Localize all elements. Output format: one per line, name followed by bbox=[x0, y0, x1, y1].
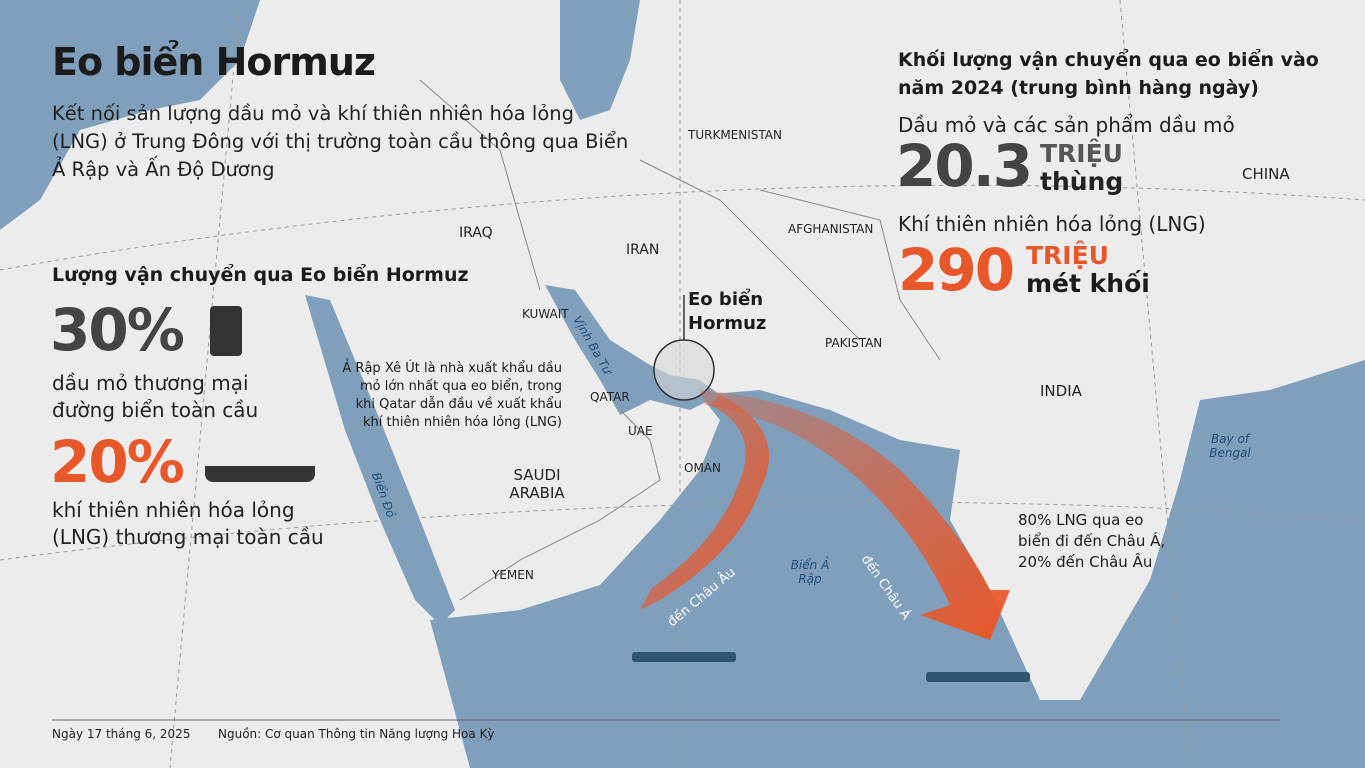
country-label: UAE bbox=[628, 424, 653, 438]
oil-barrel-icon bbox=[210, 306, 242, 356]
page-subtitle: Kết nối sản lượng dầu mỏ và khí thiên nh… bbox=[52, 102, 629, 181]
country-label: SAUDI ARABIA bbox=[509, 466, 565, 502]
country-label: KUWAIT bbox=[522, 307, 569, 321]
oil-description: dầu mỏ thương mại đường biển toàn cầu bbox=[52, 371, 259, 422]
left-heading: Lượng vận chuyển qua Eo biển Hormuz bbox=[52, 264, 469, 286]
water-label: Bay of Bengal bbox=[1209, 432, 1251, 460]
footer-source: Nguồn: Cơ quan Thông tin Năng lượng Hoa … bbox=[218, 727, 495, 741]
country-label: INDIA bbox=[1040, 382, 1082, 400]
tanker-ships bbox=[632, 652, 1030, 682]
arrow-asia bbox=[700, 390, 1010, 640]
country-label: PAKISTAN bbox=[825, 336, 883, 350]
saudi-note: Ả Rập Xê Út là nhà xuất khẩu dầu mỏ lớn … bbox=[342, 361, 562, 430]
lng-volume-unit: TRIỆU mét khối bbox=[1026, 241, 1150, 298]
country-label: QATAR bbox=[590, 390, 630, 404]
arrow-europe bbox=[640, 395, 769, 610]
country-label: OMAN bbox=[684, 461, 721, 475]
oil-percentage: 30% bbox=[50, 296, 185, 364]
country-label: YEMEN bbox=[492, 568, 534, 582]
page-title: Eo biển Hormuz bbox=[52, 40, 376, 84]
country-label: IRAN bbox=[626, 242, 660, 258]
oil-volume-unit: TRIỆU thùng bbox=[1040, 139, 1124, 196]
lng-percentage: 20% bbox=[50, 428, 185, 496]
right-heading: Khối lượng vận chuyển qua eo biển vào nă… bbox=[898, 49, 1319, 99]
lng-tanker-icon bbox=[205, 466, 315, 482]
country-label: AFGHANISTAN bbox=[788, 222, 874, 236]
lng-volume-label: Khí thiên nhiên hóa lỏng (LNG) bbox=[898, 212, 1206, 236]
lng-description: khí thiên nhiên hóa lỏng (LNG) thương mạ… bbox=[52, 498, 324, 549]
strait-label: Eo biển Hormuz bbox=[688, 289, 767, 334]
footer-date: Ngày 17 tháng 6, 2025 bbox=[52, 727, 191, 741]
water-label: Biển Ả Rập bbox=[790, 558, 830, 586]
lng-destination-note: 80% LNG qua eo biển đi đến Châu Á, 20% đ… bbox=[1018, 511, 1166, 571]
lng-volume-value: 290 bbox=[898, 236, 1015, 304]
oil-volume-label: Dầu mỏ và các sản phẩm dầu mỏ bbox=[898, 113, 1235, 137]
country-label: CHINA bbox=[1242, 165, 1290, 183]
country-label: TURKMENISTAN bbox=[688, 128, 782, 142]
borders bbox=[419, 79, 941, 601]
oil-volume-value: 20.3 bbox=[896, 132, 1033, 200]
country-label: IRAQ bbox=[459, 225, 493, 241]
